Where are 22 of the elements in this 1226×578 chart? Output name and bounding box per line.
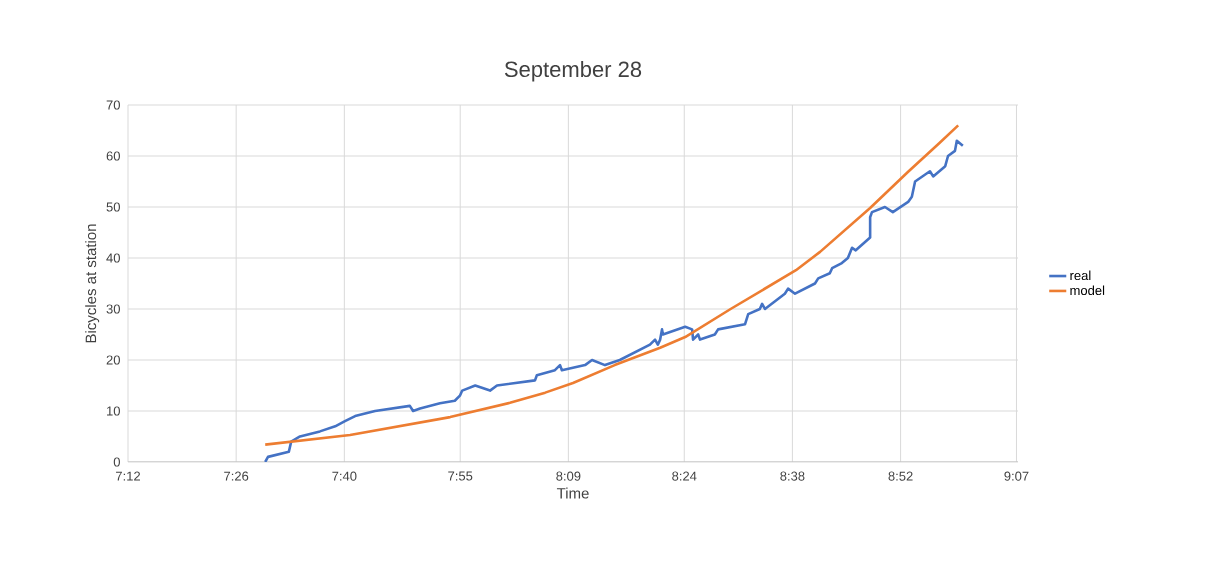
x-tick-label: 7:12 — [116, 471, 140, 481]
y-tick-label: 40 — [106, 253, 120, 263]
x-tick-label: 8:24 — [672, 471, 697, 481]
x-tick-label: 8:38 — [780, 471, 805, 481]
y-tick-label: 30 — [106, 304, 120, 314]
y-tick-label: 60 — [106, 151, 120, 161]
x-tick-label: 9:07 — [1004, 471, 1029, 481]
x-tick-label: 8:52 — [888, 471, 913, 481]
legend-label: model — [1070, 285, 1105, 296]
y-tick-label: 0 — [113, 457, 120, 467]
legend-label: real — [1070, 270, 1091, 281]
x-tick-label: 8:09 — [556, 471, 581, 481]
x-tick-label: 7:26 — [224, 471, 249, 481]
x-axis-title: Time — [556, 487, 589, 499]
y-tick-label: 20 — [106, 355, 120, 365]
x-tick-label: 7:40 — [332, 471, 357, 481]
x-tick-label: 7:55 — [448, 471, 473, 481]
y-tick-label: 10 — [107, 406, 120, 416]
y-tick-label: 70 — [106, 100, 120, 110]
chart-title: September 28 — [504, 60, 642, 82]
y-tick-label: 50 — [106, 202, 120, 212]
y-axis-title: Bicycles at station — [85, 224, 100, 343]
